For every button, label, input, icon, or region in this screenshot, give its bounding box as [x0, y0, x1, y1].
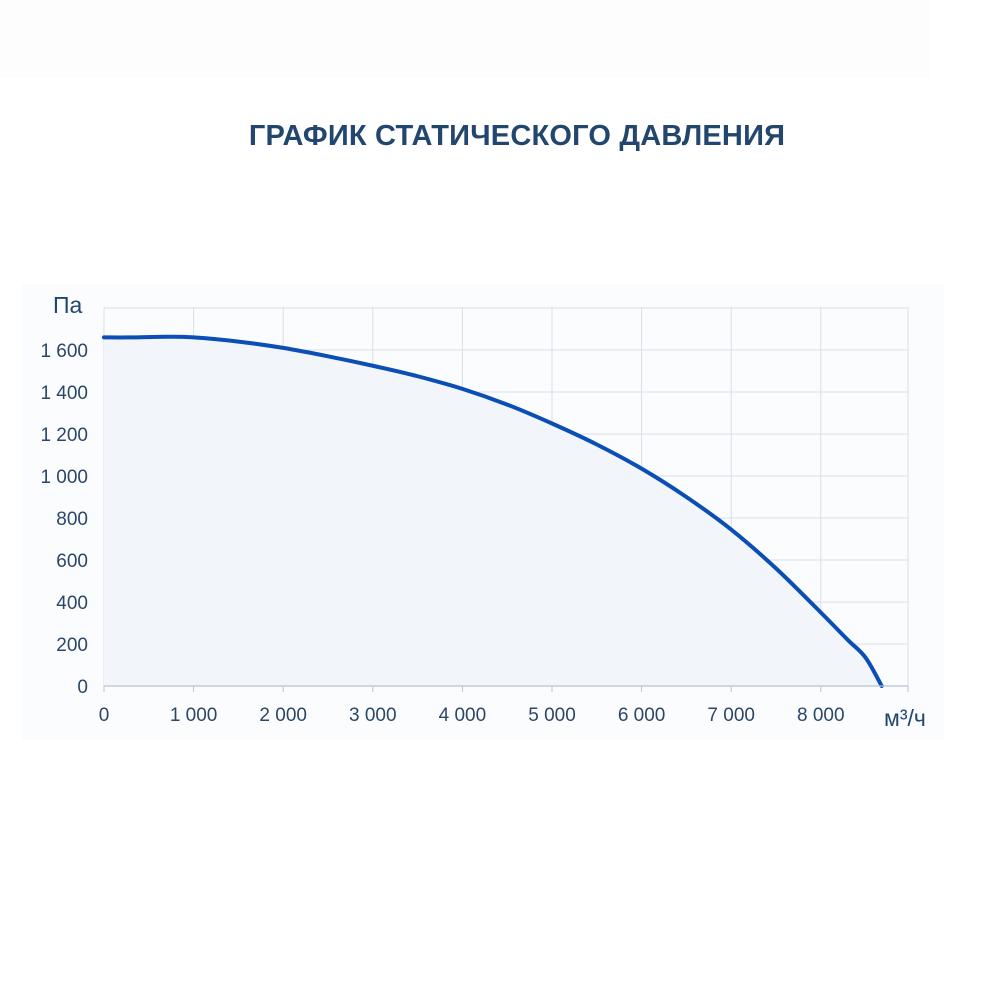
y-tick-labels: 0 200 400 600 800 1 000 1 200 1 400 1 600 [40, 341, 88, 698]
x-tick-label: 1 000 [170, 705, 218, 726]
chart-title: ГРАФИК СТАТИЧЕСКОГО ДАВЛЕНИЯ [248, 120, 786, 152]
x-tick-label: 7 000 [707, 705, 755, 726]
y-tick-label: 200 [56, 635, 88, 656]
x-tick-label: 3 000 [349, 705, 397, 726]
x-tick-labels: 0 1 000 2 000 3 000 4 000 5 000 6 000 7 000 8 00… [99, 705, 845, 726]
y-tick-label: 1 000 [40, 467, 88, 488]
pressure-curve [102, 334, 884, 688]
header-band [0, 0, 930, 78]
x-tick-label: 5 000 [528, 705, 576, 726]
x-tick-label: 4 000 [439, 705, 487, 726]
y-tick-label: 1 200 [40, 425, 88, 446]
x-tick-label: 0 [99, 705, 110, 726]
y-tick-label: 1 600 [40, 341, 88, 362]
curve-area-fill [104, 336, 882, 686]
y-tick-label: 0 [77, 677, 88, 698]
y-axis-unit-label: Па [53, 292, 83, 318]
x-tick-label: 8 000 [797, 705, 845, 726]
x-tick-label: 6 000 [618, 705, 666, 726]
y-tick-label: 600 [56, 551, 88, 572]
x-axis-unit-label: м³/ч [884, 705, 926, 731]
x-tick-label: 2 000 [259, 705, 307, 726]
axes [103, 685, 909, 692]
y-tick-label: 1 400 [40, 383, 88, 404]
y-tick-label: 800 [56, 509, 88, 530]
y-tick-label: 400 [56, 593, 88, 614]
